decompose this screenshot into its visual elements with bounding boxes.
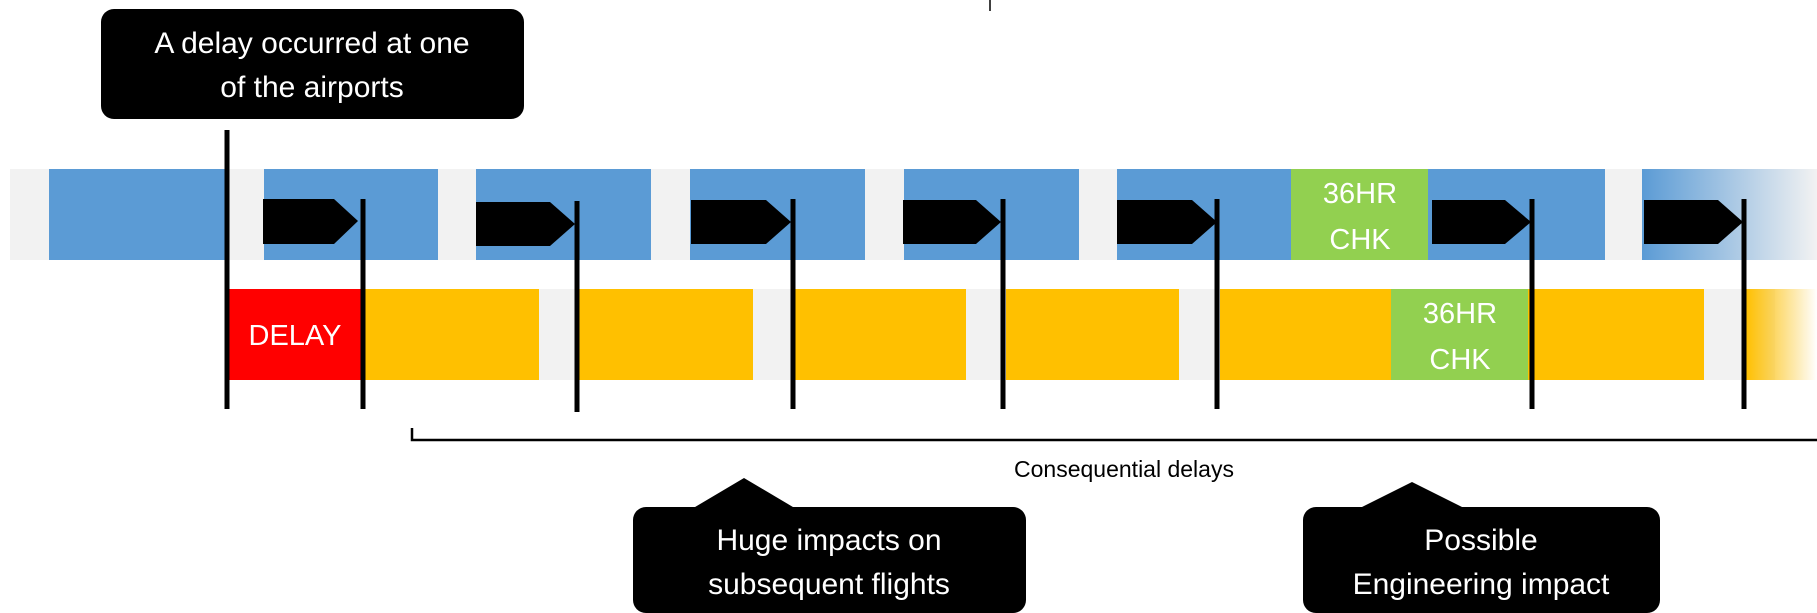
callout-engineering-impact: Possible Engineering impact xyxy=(1303,482,1660,613)
callout-line1: Possible xyxy=(1424,524,1537,557)
actual-flight-block xyxy=(1220,289,1392,380)
actual-schedule-row: DELAY 36HR CHK xyxy=(225,289,1817,380)
actual-flight-block xyxy=(792,289,966,380)
planned-flight-block xyxy=(49,169,225,260)
callout-line2: subsequent flights xyxy=(708,568,950,601)
callout-line1: Huge impacts on xyxy=(716,524,941,557)
actual-flight-block xyxy=(363,289,539,380)
callout-delay-occurred: A delay occurred at one of the airports xyxy=(101,9,524,119)
actual-check-label-line1: 36HR xyxy=(1423,298,1497,330)
delay-label: DELAY xyxy=(249,320,342,352)
callout-line2: Engineering impact xyxy=(1353,568,1610,601)
callout-line1: A delay occurred at one xyxy=(154,27,469,60)
callout-pointer xyxy=(1356,482,1468,510)
callout-huge-impacts: Huge impacts on subsequent flights xyxy=(633,478,1026,613)
actual-flight-block xyxy=(578,289,753,380)
planned-check-label-line1: 36HR xyxy=(1323,178,1397,210)
planned-check-label-line2: CHK xyxy=(1329,224,1391,256)
callout-line2: of the airports xyxy=(220,71,403,104)
actual-flight-block xyxy=(1006,289,1179,380)
consequential-delays-bracket: Consequential delays xyxy=(412,428,1817,482)
actual-flight-block-fading xyxy=(1746,289,1817,380)
bracket-label: Consequential delays xyxy=(1014,456,1234,482)
bracket-line xyxy=(412,428,1817,440)
actual-flight-block xyxy=(1528,289,1704,380)
callout-pointer xyxy=(690,478,798,510)
actual-check-label-line2: CHK xyxy=(1429,344,1491,376)
